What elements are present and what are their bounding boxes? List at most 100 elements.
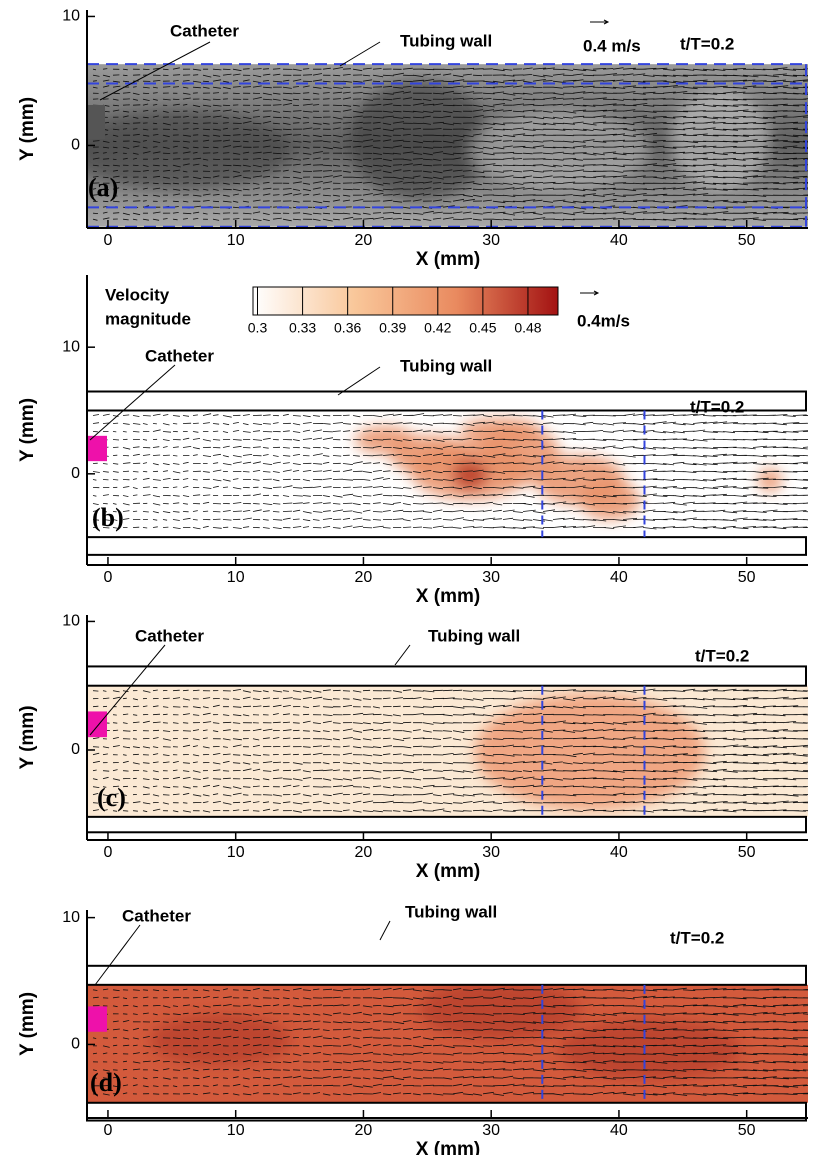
cb-tick-label: 0.33 (289, 320, 316, 336)
x-axis-label: X (mm) (416, 586, 480, 607)
x-tick-label: 40 (610, 569, 628, 586)
shade (758, 468, 782, 492)
x-tick-label: 40 (610, 844, 628, 861)
vector-field (92, 688, 808, 813)
catheter (87, 105, 105, 139)
y-axis-label: Y (mm) (17, 705, 38, 769)
catheter (87, 435, 107, 462)
shade (460, 418, 540, 442)
x-tick-label: 10 (227, 1122, 245, 1139)
x-tick-label: 10 (227, 844, 245, 861)
time-label: t/T=0.2 (680, 34, 734, 53)
leader (99, 41, 211, 101)
leader (89, 364, 176, 441)
catheter-label: Catheter (135, 626, 204, 645)
tubing-wall (86, 665, 807, 687)
panel-label: (d) (90, 1068, 122, 1097)
wall-label: Tubing wall (405, 902, 497, 921)
x-tick-label: 50 (738, 232, 756, 249)
scale-label: 0.4 m/s (583, 36, 641, 55)
y-axis-label: Y (mm) (17, 398, 38, 462)
shade (150, 1015, 290, 1065)
cb-tick-label: 0.36 (334, 320, 361, 336)
panel-label: (a) (88, 173, 118, 202)
x-tick-label: 20 (355, 232, 373, 249)
x-tick-label: 10 (227, 232, 245, 249)
colorbar (252, 286, 559, 316)
x-tick-label: 0 (103, 1122, 112, 1139)
time-label: t/T=0.2 (695, 646, 749, 665)
cb-tick-label: 0.45 (469, 320, 496, 336)
field-shading (355, 418, 782, 520)
x-tick-label: 20 (355, 844, 373, 861)
scale-label: 0.4m/s (577, 311, 630, 330)
x-tick-label: 50 (738, 1122, 756, 1139)
catheter-label: Catheter (170, 21, 239, 40)
y-tick-label: 10 (62, 338, 80, 355)
x-tick-label: 30 (482, 232, 500, 249)
leader (379, 920, 391, 941)
y-axis-label: Y (mm) (17, 97, 38, 161)
shade (87, 110, 290, 190)
x-tick-label: 40 (610, 1122, 628, 1139)
y-axis-label: Y (mm) (17, 992, 38, 1056)
x-tick-label: 30 (482, 569, 500, 586)
field-shading (87, 80, 770, 200)
x-tick-label: 30 (482, 1122, 500, 1139)
x-tick-label: 50 (738, 844, 756, 861)
panel-label: (b) (92, 503, 124, 532)
x-tick-label: 0 (103, 844, 112, 861)
cb-tick-label: 0.3 (248, 320, 268, 336)
shade (475, 694, 705, 810)
scale-arrow (590, 19, 610, 25)
shade (470, 110, 650, 190)
panel-label: (c) (97, 783, 126, 812)
wall-label: Tubing wall (400, 31, 492, 50)
y-tick-label: 0 (71, 465, 80, 482)
y-tick-label: 0 (71, 137, 80, 154)
x-tick-label: 0 (103, 569, 112, 586)
leader (89, 644, 166, 736)
x-tick-label: 50 (738, 569, 756, 586)
leader (339, 41, 381, 67)
time-label: t/T=0.2 (670, 928, 724, 947)
time-label: t/T=0.2 (690, 397, 744, 416)
vector-field (92, 987, 808, 1096)
x-axis-label: X (mm) (416, 249, 480, 270)
y-tick-label: 0 (71, 1036, 80, 1053)
tubing-wall (86, 815, 807, 834)
y-tick-label: 10 (62, 613, 80, 630)
x-tick-label: 0 (103, 232, 112, 249)
scale-arrow (580, 290, 600, 296)
shade (452, 460, 488, 490)
leader (394, 644, 411, 666)
shade (560, 1020, 740, 1080)
shade (350, 80, 490, 200)
cb-tick-label: 0.48 (514, 320, 541, 336)
shade (580, 480, 640, 520)
y-tick-label: 10 (62, 8, 80, 25)
x-tick-label: 20 (355, 1122, 373, 1139)
x-tick-label: 10 (227, 569, 245, 586)
vector-field (92, 67, 808, 222)
x-axis-label: X (mm) (416, 1139, 480, 1155)
catheter-label: Catheter (145, 346, 214, 365)
x-tick-label: 40 (610, 232, 628, 249)
catheter (87, 711, 107, 738)
field-shading (475, 694, 705, 810)
leader (337, 366, 381, 396)
cb-title: Velocity (105, 285, 170, 304)
x-tick-label: 30 (482, 844, 500, 861)
tubing-wall (86, 536, 807, 556)
catheter (87, 1006, 107, 1032)
cb-title: magnitude (105, 309, 191, 328)
cb-tick-label: 0.42 (424, 320, 451, 336)
y-tick-label: 0 (71, 741, 80, 758)
cb-tick-label: 0.39 (379, 320, 406, 336)
x-tick-label: 20 (355, 569, 373, 586)
y-tick-label: 10 (62, 909, 80, 926)
x-axis-label: X (mm) (416, 861, 480, 882)
tubing-wall (86, 964, 807, 986)
catheter-label: Catheter (122, 906, 191, 925)
